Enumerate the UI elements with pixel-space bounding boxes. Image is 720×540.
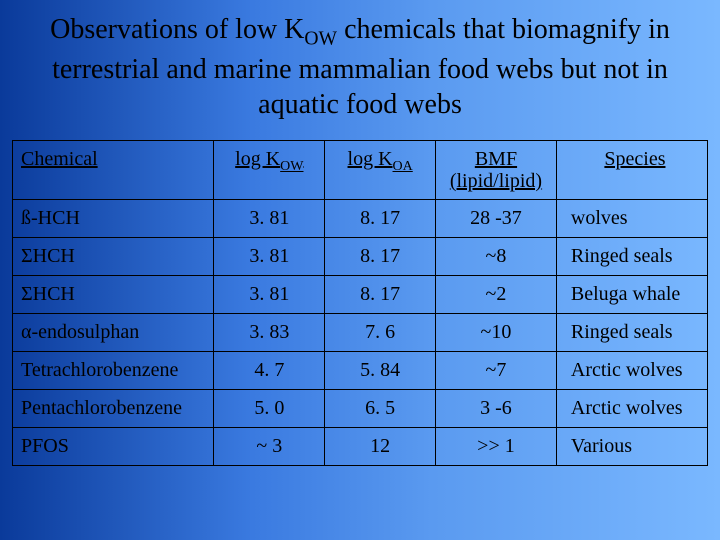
- table-cell: 7. 6: [325, 314, 436, 352]
- table-cell: α-endosulphan: [13, 314, 214, 352]
- table-cell: Tetrachlorobenzene: [13, 352, 214, 390]
- table-cell: PFOS: [13, 428, 214, 466]
- table-cell: 3. 81: [214, 200, 325, 238]
- table-cell: Ringed seals: [556, 314, 707, 352]
- table-cell: ~8: [436, 238, 557, 276]
- table-cell: 5. 84: [325, 352, 436, 390]
- table-row: α-endosulphan3. 837. 6~10Ringed seals: [13, 314, 708, 352]
- table-cell: wolves: [556, 200, 707, 238]
- column-header-3: BMF(lipid/lipid): [436, 141, 557, 200]
- table-cell: Arctic wolves: [556, 390, 707, 428]
- table-cell: Beluga whale: [556, 276, 707, 314]
- table-cell: 8. 17: [325, 200, 436, 238]
- table-cell: 12: [325, 428, 436, 466]
- table-cell: ΣHCH: [13, 276, 214, 314]
- table-cell: Pentachlorobenzene: [13, 390, 214, 428]
- table-cell: 8. 17: [325, 238, 436, 276]
- table-row: PFOS~ 312>> 1Various: [13, 428, 708, 466]
- table-row: Pentachlorobenzene5. 06. 53 -6Arctic wol…: [13, 390, 708, 428]
- table-cell: ~7: [436, 352, 557, 390]
- chemical-table: Chemicallog KOWlog KOABMF(lipid/lipid)Sp…: [12, 140, 708, 466]
- table-cell: 3. 81: [214, 238, 325, 276]
- slide-title: Observations of low KOW chemicals that b…: [0, 0, 720, 140]
- column-header-1: log KOW: [214, 141, 325, 200]
- table-cell: Various: [556, 428, 707, 466]
- table-cell: ~2: [436, 276, 557, 314]
- table-cell: 8. 17: [325, 276, 436, 314]
- table-cell: 28 -37: [436, 200, 557, 238]
- table-cell: >> 1: [436, 428, 557, 466]
- table-cell: 3. 83: [214, 314, 325, 352]
- table-cell: 3. 81: [214, 276, 325, 314]
- column-header-2: log KOA: [325, 141, 436, 200]
- table-row: Tetrachlorobenzene4. 75. 84~7Arctic wolv…: [13, 352, 708, 390]
- table-cell: ~ 3: [214, 428, 325, 466]
- column-header-0: Chemical: [13, 141, 214, 200]
- table-row: ΣHCH3. 818. 17~2Beluga whale: [13, 276, 708, 314]
- table-cell: 4. 7: [214, 352, 325, 390]
- table-row: ß-HCH3. 818. 1728 -37wolves: [13, 200, 708, 238]
- table-body: ß-HCH3. 818. 1728 -37wolvesΣHCH3. 818. 1…: [13, 200, 708, 466]
- table-row: ΣHCH3. 818. 17~8Ringed seals: [13, 238, 708, 276]
- table-cell: 5. 0: [214, 390, 325, 428]
- table-header-row: Chemicallog KOWlog KOABMF(lipid/lipid)Sp…: [13, 141, 708, 200]
- table-cell: ΣHCH: [13, 238, 214, 276]
- table-cell: Ringed seals: [556, 238, 707, 276]
- table-cell: Arctic wolves: [556, 352, 707, 390]
- table-cell: ß-HCH: [13, 200, 214, 238]
- table-cell: 3 -6: [436, 390, 557, 428]
- column-header-4: Species: [556, 141, 707, 200]
- table-cell: ~10: [436, 314, 557, 352]
- table-cell: 6. 5: [325, 390, 436, 428]
